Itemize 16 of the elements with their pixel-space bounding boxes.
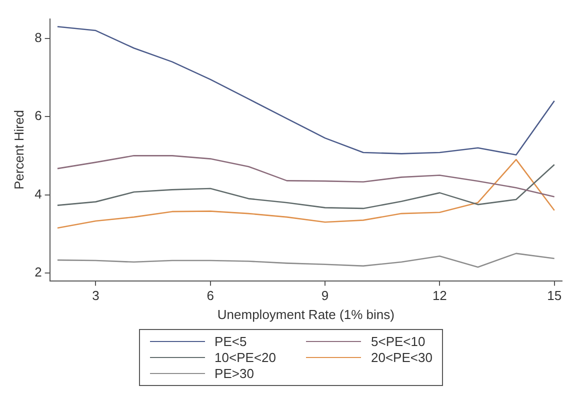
legend-label: 20<PE<30 <box>371 350 432 365</box>
y-axis-title: Percent Hired <box>11 110 26 190</box>
x-tick-label: 12 <box>432 288 447 304</box>
x-tick-label: 9 <box>321 288 329 304</box>
y-tick-label: 2 <box>34 264 42 280</box>
x-axis-title: Unemployment Rate (1% bins) <box>217 306 394 322</box>
x-tick-label: 6 <box>206 288 214 304</box>
x-tick-label: 3 <box>92 288 100 304</box>
y-tick-label: 8 <box>34 30 42 45</box>
legend-label: 5<PE<10 <box>371 334 426 349</box>
legend-label: 10<PE<20 <box>214 350 276 365</box>
y-tick-label: 4 <box>34 186 42 202</box>
legend-label: PE>30 <box>214 366 254 381</box>
x-tick-label: 15 <box>547 288 562 304</box>
y-tick-label: 6 <box>34 108 42 124</box>
legend-label: PE<5 <box>214 334 247 349</box>
